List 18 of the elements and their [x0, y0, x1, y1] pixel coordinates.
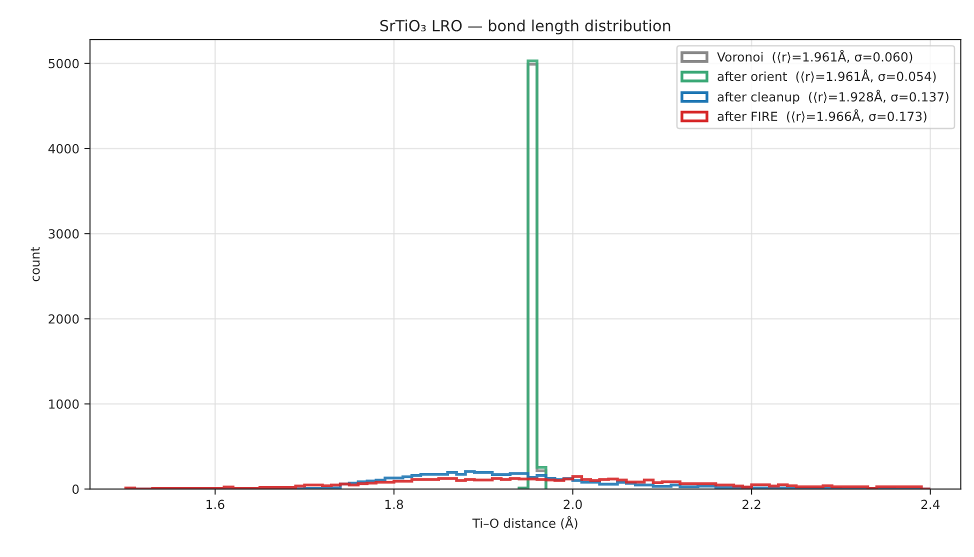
y-tick-label: 3000: [48, 229, 79, 239]
chart-title: SrTiO₃ LRO — bond length distribution: [380, 20, 670, 34]
y-tick-label: 2000: [48, 314, 79, 324]
legend-label: after FIRE (⟨r⟩=1.966Å, σ=0.173): [718, 109, 926, 123]
x-tick-label: 1.6: [206, 500, 224, 510]
x-tick-label: 2.0: [564, 500, 582, 510]
y-tick-label: 0: [72, 484, 79, 494]
y-tick-label: 5000: [48, 58, 79, 68]
legend-label: Voronoi (⟨r⟩=1.961Å, σ=0.060): [717, 50, 912, 64]
x-tick-label: 2.2: [742, 500, 760, 509]
x-tick-label: 2.4: [921, 500, 940, 509]
x-axis-title: Ti–O distance (Å): [472, 516, 578, 530]
y-tick-label: 4000: [48, 144, 79, 154]
x-tick-label: 1.8: [385, 500, 404, 510]
legend-label: after orient (⟨r⟩=1.961Å, σ=0.054): [718, 69, 936, 83]
y-axis-title: count: [30, 246, 40, 282]
y-tick-label: 1000: [49, 399, 79, 409]
legend-label: after cleanup (⟨r⟩=1.928Å, σ=0.137): [718, 90, 948, 104]
